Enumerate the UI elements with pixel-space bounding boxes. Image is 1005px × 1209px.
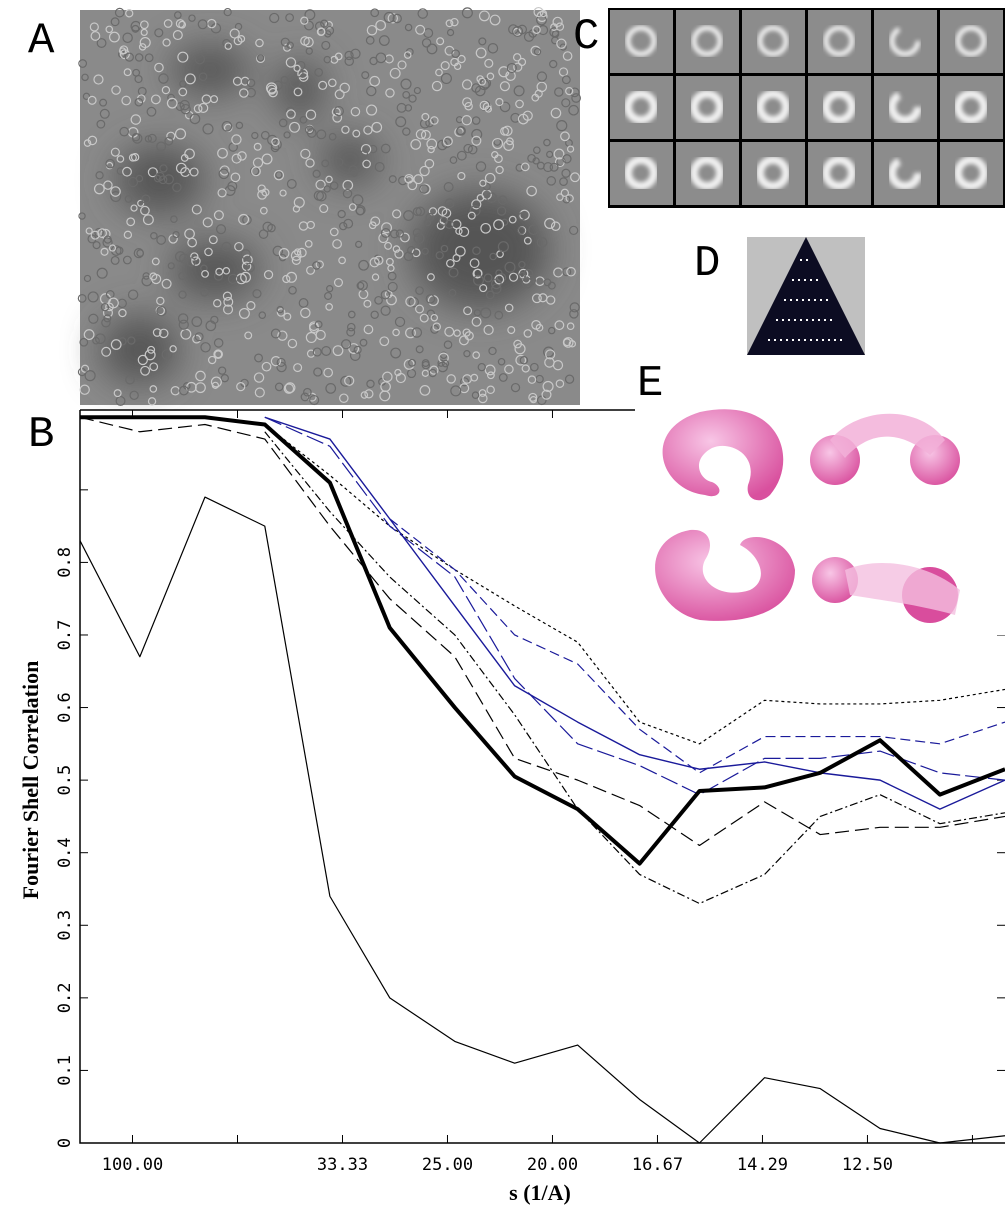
class-cell	[610, 10, 673, 73]
micrograph	[78, 8, 580, 406]
class-cell	[874, 142, 937, 205]
class-cell	[808, 76, 871, 139]
y-axis-label: Fourier Shell Correlation	[18, 661, 43, 900]
class-cell	[610, 76, 673, 139]
panel-letter: D	[694, 239, 720, 289]
class-cell	[874, 76, 937, 139]
class-cell	[940, 76, 1003, 139]
class-cell	[742, 76, 805, 139]
class-cell	[676, 10, 739, 73]
y-tick-label: 0.6	[55, 692, 75, 723]
class-cell	[676, 76, 739, 139]
panel-letter: B	[28, 410, 54, 460]
x-tick-label: 12.50	[842, 1155, 893, 1175]
panel-letter: E	[637, 359, 663, 409]
angular-distribution	[747, 237, 865, 355]
panel-letter: C	[573, 12, 599, 62]
x-tick-label: 25.00	[422, 1155, 473, 1175]
x-tick-label: 20.00	[527, 1155, 578, 1175]
x-tick-label: 14.29	[737, 1155, 788, 1175]
x-tick-label: 100.00	[102, 1155, 163, 1175]
figure: 0 0.1 0.2 0.3 0.4 0.5 0.6 0.7 0.8 100.00 33.33 25.0…	[0, 0, 1005, 1209]
y-tick-label: 0.5	[55, 765, 75, 796]
class-cell	[808, 10, 871, 73]
panel-letter: A	[28, 16, 55, 66]
y-tick-label: 0.7	[55, 620, 75, 651]
class-cell	[610, 142, 673, 205]
class-cell	[808, 142, 871, 205]
class-cell	[940, 142, 1003, 205]
x-tick-label: 33.33	[317, 1155, 368, 1175]
y-tick-label: 0.8	[55, 547, 75, 578]
y-tick-label: 0.2	[55, 982, 75, 1013]
y-tick-label: 0	[55, 1138, 75, 1148]
x-axis-label: s (1/A)	[509, 1180, 571, 1205]
class-cell	[742, 142, 805, 205]
y-tick-label: 0.1	[55, 1055, 75, 1086]
y-tick-label: 0.4	[55, 837, 75, 868]
3d-maps	[635, 405, 1005, 635]
class-averages	[608, 8, 1005, 208]
class-cell	[940, 10, 1003, 73]
class-cell	[874, 10, 937, 73]
y-tick-label: 0.3	[55, 910, 75, 941]
class-cell	[742, 10, 805, 73]
class-cell	[676, 142, 739, 205]
x-tick-label: 16.67	[632, 1155, 683, 1175]
